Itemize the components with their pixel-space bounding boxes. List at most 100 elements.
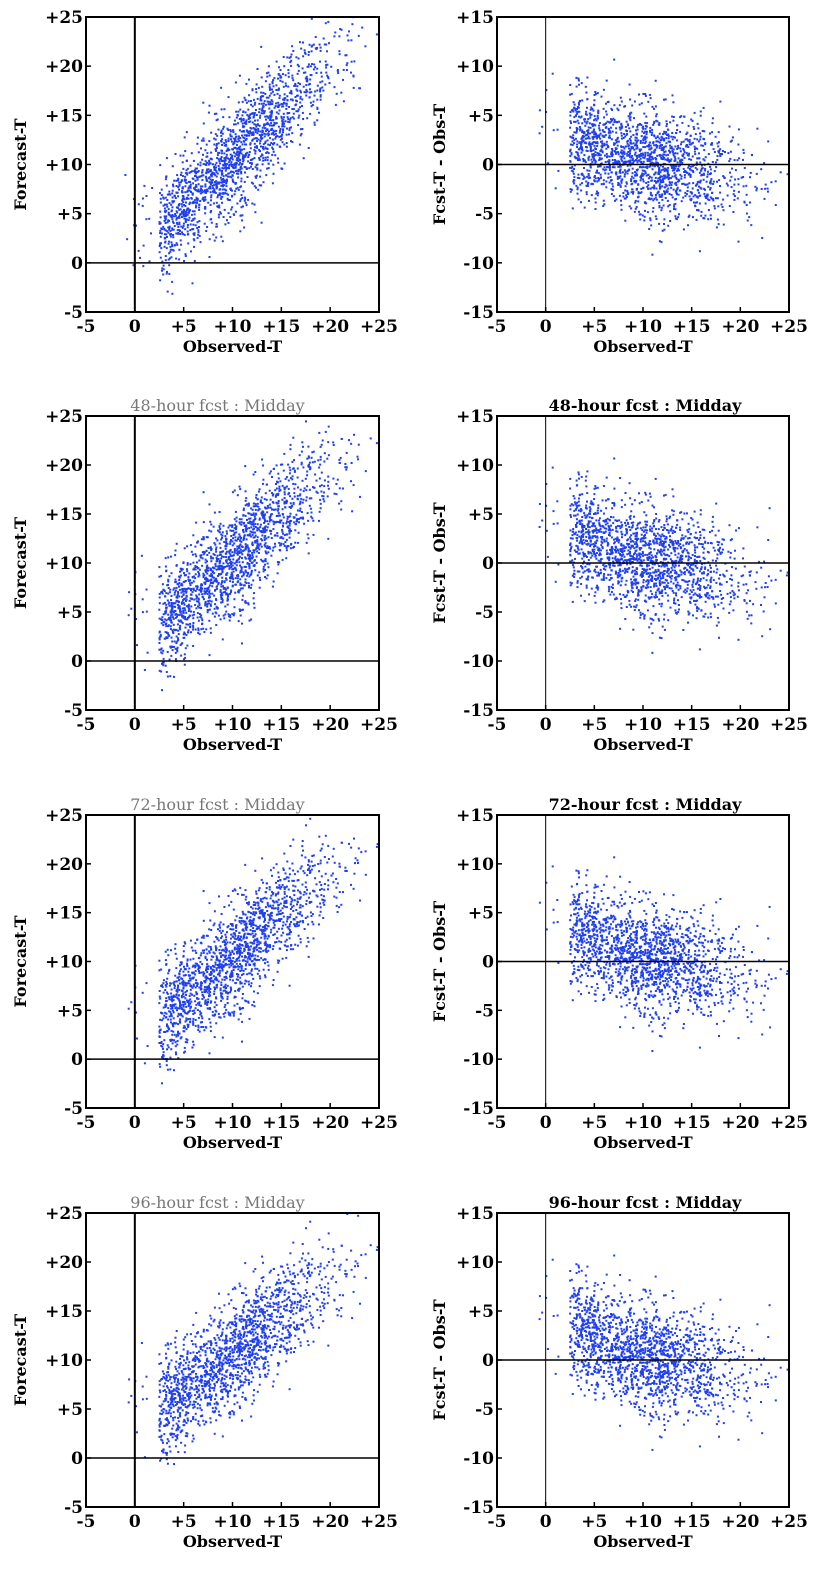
scatter-point [175,586,178,589]
scatter-point [288,492,291,495]
scatter-point [709,187,712,189]
scatter-point [215,236,218,239]
scatter-point [222,585,224,588]
scatter-point [264,92,267,95]
scatter-point [691,165,694,168]
scatter-point [636,140,638,143]
scatter-point [215,588,218,590]
scatter-point [291,74,294,77]
scatter-point [214,133,217,136]
scatter-point [674,152,677,155]
scatter-point [162,660,165,663]
scatter-point [640,187,643,190]
scatter-point [650,134,653,136]
scatter-point [256,574,259,577]
scatter-point [229,592,231,595]
scatter-point [218,566,221,569]
scatter-point [618,176,621,179]
scatter-point [204,561,207,564]
scatter-point [282,537,285,540]
scatter-point [268,124,271,127]
scatter-point [165,184,168,187]
scatter-point [171,189,174,192]
scatter-point [284,506,287,509]
scatter-point [589,149,592,152]
scatter-point [182,607,184,610]
scatter-point [164,229,167,232]
scatter-point [242,549,245,552]
scatter-point [184,215,186,217]
scatter-point [673,165,676,168]
scatter-point [647,143,650,146]
scatter-point [233,518,236,521]
scatter-point [649,126,652,129]
scatter-point [221,170,223,172]
scatter-point [172,605,175,608]
scatter-point [624,135,627,138]
scatter-point [225,181,228,184]
scatter-point [171,200,174,203]
scatter-point [184,181,187,184]
scatter-point [211,184,214,187]
scatter-point [316,491,319,494]
scatter-point [644,153,647,156]
scatter-point [168,257,171,260]
scatter-point [267,133,270,136]
scatter-point [260,496,263,499]
scatter-point [279,521,282,524]
scatter-point [239,161,242,164]
scatter-point [169,675,172,678]
scatter-point [249,143,252,146]
scatter-point [205,570,207,573]
scatter-point [239,137,242,139]
scatter-point [171,227,174,230]
scatter-point [230,170,233,173]
scatter-point [168,272,171,275]
scatter-point [786,173,788,176]
scatter-point [174,616,177,619]
scatter-point [674,136,676,139]
scatter-point [181,205,184,208]
scatter-point [658,195,661,198]
scatter-point [681,121,684,124]
scatter-point [707,170,709,173]
scatter-point [644,94,647,97]
y-tick-label: -5 [475,205,494,225]
scatter-point [602,182,605,185]
scatter-point [210,196,213,199]
scatter-point [171,165,174,168]
scatter-point [275,493,278,496]
scatter-point [198,606,201,609]
scatter-point [241,148,243,151]
scatter-point [260,538,263,541]
scatter-point [657,162,659,165]
scatter-point [252,512,255,515]
scatter-point [179,570,181,573]
scatter-point [254,119,256,122]
scatter-point [244,465,247,468]
scatter-point [676,180,679,183]
scatter-point [266,167,269,170]
scatter-point [673,169,676,172]
scatter-point [186,545,189,548]
scatter-point [252,525,255,528]
scatter-point [274,508,277,511]
scatter-point [611,188,614,191]
scatter-point [260,558,263,561]
scatter-point [770,181,773,184]
scatter-point [742,185,745,188]
scatter-point [240,117,242,120]
scatter-point [250,523,253,526]
scatter-point [291,116,294,119]
scatter-point [225,610,228,613]
scatter-point [316,106,319,109]
scatter-point [289,98,292,101]
scatter-point [603,116,605,119]
scatter-point [285,502,288,505]
scatter-point [599,158,602,161]
scatter-point [290,59,293,62]
scatter-point [171,645,173,648]
scatter-point [216,154,219,157]
scatter-point [226,603,229,606]
scatter-point [167,613,170,616]
